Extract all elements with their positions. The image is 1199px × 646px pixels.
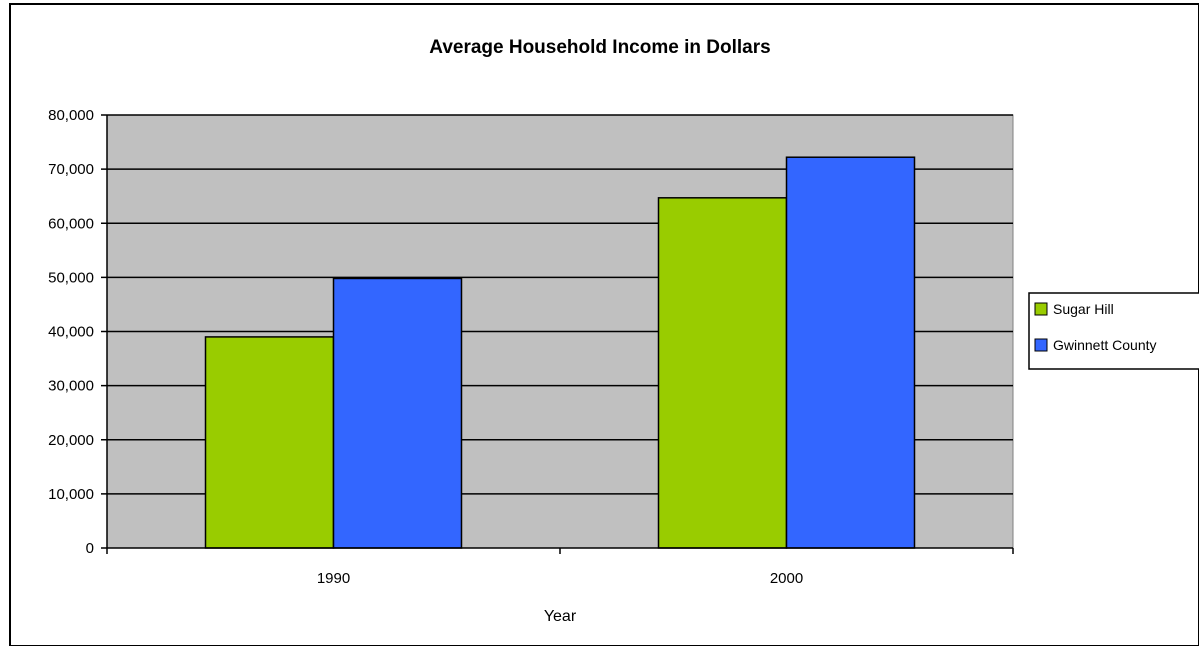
axes <box>101 114 1014 554</box>
bar-gwinnett-county-2000 <box>785 156 916 549</box>
bar-sugar-hill-1990 <box>204 336 335 549</box>
x-axis-tick-labels: 1990 2000 <box>317 570 803 587</box>
y-tick-label: 30,000 <box>48 378 94 395</box>
y-axis-tick-labels: 0 10,000 20,000 30,000 40,000 50,000 60,000 70,… <box>48 107 94 557</box>
legend-swatch <box>1034 338 1048 352</box>
bars <box>204 156 916 549</box>
y-tick-label: 20,000 <box>48 432 94 449</box>
y-tick-label: 40,000 <box>48 324 94 341</box>
y-tick-label: 10,000 <box>48 486 94 503</box>
y-tick-label: 80,000 <box>48 107 94 124</box>
y-tick-label: 60,000 <box>48 215 94 232</box>
x-tick-label: 2000 <box>770 570 803 587</box>
legend-box <box>1028 292 1199 370</box>
y-tick-label: 50,000 <box>48 269 94 286</box>
bar-gwinnett-county-1990 <box>332 277 463 549</box>
legend-label: Gwinnett County <box>1053 337 1157 353</box>
legend: Sugar Hill Gwinnett County <box>1028 292 1199 370</box>
legend-label: Sugar Hill <box>1053 301 1114 317</box>
y-tick-label: 0 <box>86 540 94 557</box>
x-axis-title: Year <box>544 608 577 625</box>
bar-sugar-hill-2000 <box>657 197 788 549</box>
y-tick-label: 70,000 <box>48 161 94 178</box>
chart-title: Average Household Income in Dollars <box>429 37 770 58</box>
x-tick-label: 1990 <box>317 570 350 587</box>
legend-swatch <box>1034 302 1048 316</box>
